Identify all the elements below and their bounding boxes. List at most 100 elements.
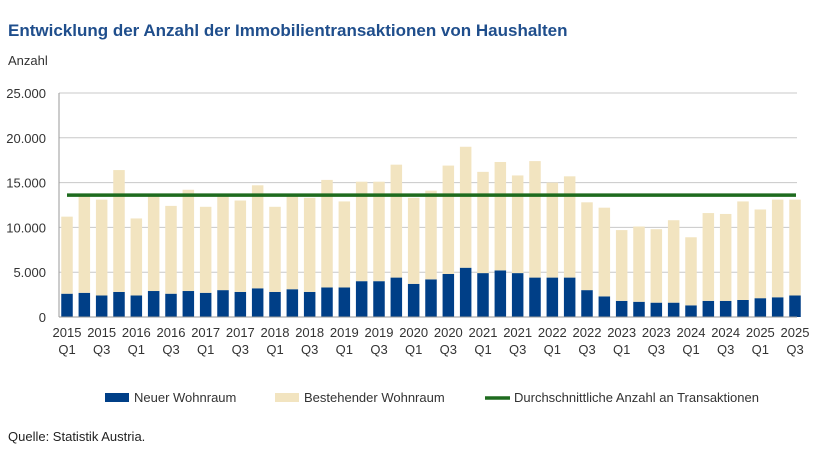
bar-bestehender-wohnraum bbox=[459, 146, 472, 268]
x-tick-label: Q3 bbox=[786, 342, 803, 357]
bar-neuer-wohnraum bbox=[598, 296, 611, 317]
bar-neuer-wohnraum bbox=[303, 291, 316, 317]
x-tick-label: 2016 bbox=[122, 325, 151, 340]
x-tick-label: 2016 bbox=[157, 325, 186, 340]
bar-bestehender-wohnraum bbox=[789, 199, 801, 296]
bar-bestehender-wohnraum bbox=[355, 181, 368, 282]
x-tick-label: Q3 bbox=[440, 342, 457, 357]
bar-neuer-wohnraum bbox=[61, 293, 73, 317]
y-tick-label: 25.000 bbox=[6, 86, 46, 101]
legend-label: Bestehender Wohnraum bbox=[304, 390, 445, 405]
y-tick-label: 10.000 bbox=[6, 220, 46, 235]
bar-neuer-wohnraum bbox=[789, 295, 801, 317]
x-tick-label: Q3 bbox=[717, 342, 734, 357]
bar-bestehender-wohnraum bbox=[182, 189, 195, 292]
chart-title: Entwicklung der Anzahl der Immobilientra… bbox=[8, 21, 568, 40]
x-tick-label: Q3 bbox=[370, 342, 387, 357]
bar-bestehender-wohnraum bbox=[771, 199, 784, 298]
bar-bestehender-wohnraum bbox=[754, 209, 767, 299]
bar-neuer-wohnraum bbox=[199, 292, 212, 317]
x-tick-label: 2018 bbox=[295, 325, 324, 340]
x-tick-label: 2015 bbox=[53, 325, 82, 340]
x-tick-label: 2025 bbox=[746, 325, 775, 340]
x-tick-label: 2022 bbox=[573, 325, 602, 340]
bar-neuer-wohnraum bbox=[390, 277, 403, 317]
bar-neuer-wohnraum bbox=[581, 290, 593, 317]
bar-bestehender-wohnraum bbox=[581, 202, 593, 291]
bar-neuer-wohnraum bbox=[529, 277, 541, 317]
bar-bestehender-wohnraum bbox=[130, 218, 143, 296]
x-tick-label: 2020 bbox=[434, 325, 463, 340]
bar-neuer-wohnraum bbox=[737, 299, 749, 317]
bar-neuer-wohnraum bbox=[771, 297, 784, 317]
bar-neuer-wohnraum bbox=[130, 295, 143, 317]
bar-bestehender-wohnraum bbox=[685, 237, 697, 306]
x-tick-label: 2019 bbox=[330, 325, 359, 340]
y-axis-label: Anzahl bbox=[8, 53, 48, 68]
bar-bestehender-wohnraum bbox=[165, 205, 177, 294]
x-tick-label: 2020 bbox=[399, 325, 428, 340]
legend-swatch-bestehender-wohnraum bbox=[275, 393, 299, 402]
bar-neuer-wohnraum bbox=[321, 287, 333, 317]
bar-neuer-wohnraum bbox=[269, 291, 281, 317]
x-tick-label: 2025 bbox=[781, 325, 810, 340]
bar-neuer-wohnraum bbox=[477, 273, 489, 317]
bar-bestehender-wohnraum bbox=[199, 206, 212, 293]
bar-neuer-wohnraum bbox=[459, 267, 472, 317]
x-tick-label: 2023 bbox=[607, 325, 636, 340]
bar-bestehender-wohnraum bbox=[234, 200, 247, 292]
bar-bestehender-wohnraum bbox=[511, 175, 524, 274]
bar-neuer-wohnraum bbox=[147, 291, 160, 317]
bar-bestehender-wohnraum bbox=[147, 196, 160, 292]
bar-neuer-wohnraum bbox=[407, 283, 420, 317]
x-tick-label: 2015 bbox=[87, 325, 116, 340]
bar-bestehender-wohnraum bbox=[667, 220, 680, 303]
bar-bestehender-wohnraum bbox=[737, 201, 749, 300]
x-tick-label: 2023 bbox=[642, 325, 671, 340]
x-tick-label: Q1 bbox=[58, 342, 75, 357]
bar-neuer-wohnraum bbox=[615, 300, 628, 317]
bar-bestehender-wohnraum bbox=[338, 201, 351, 288]
x-tick-label: Q3 bbox=[509, 342, 526, 357]
y-tick-label: 0 bbox=[39, 310, 46, 325]
bar-bestehender-wohnraum bbox=[95, 199, 108, 296]
bar-bestehender-wohnraum bbox=[494, 161, 507, 271]
x-tick-label: Q3 bbox=[648, 342, 665, 357]
bar-neuer-wohnraum bbox=[425, 279, 437, 317]
x-tick-label: Q1 bbox=[128, 342, 145, 357]
bar-bestehender-wohnraum bbox=[477, 171, 489, 274]
bar-bestehender-wohnraum bbox=[702, 213, 715, 301]
x-tick-label: 2022 bbox=[538, 325, 567, 340]
bar-neuer-wohnraum bbox=[702, 300, 715, 317]
legend-swatch-neuer-wohnraum bbox=[105, 393, 129, 402]
bar-neuer-wohnraum bbox=[78, 292, 91, 317]
bar-neuer-wohnraum bbox=[546, 277, 559, 317]
bar-bestehender-wohnraum bbox=[61, 216, 73, 294]
x-tick-label: Q1 bbox=[752, 342, 769, 357]
y-tick-label: 5.000 bbox=[13, 265, 46, 280]
bar-bestehender-wohnraum bbox=[113, 170, 125, 292]
y-tick-label: 20.000 bbox=[6, 131, 46, 146]
legend-label: Durchschnittliche Anzahl an Transaktione… bbox=[514, 390, 759, 405]
x-tick-label: Q1 bbox=[682, 342, 699, 357]
bar-neuer-wohnraum bbox=[563, 277, 576, 317]
bar-bestehender-wohnraum bbox=[563, 176, 576, 278]
bar-neuer-wohnraum bbox=[234, 291, 247, 317]
x-tick-label: Q1 bbox=[474, 342, 491, 357]
x-tick-label: Q3 bbox=[232, 342, 249, 357]
bar-neuer-wohnraum bbox=[754, 298, 767, 317]
bar-neuer-wohnraum bbox=[355, 281, 368, 317]
x-tick-label: Q3 bbox=[578, 342, 595, 357]
x-tick-label: Q3 bbox=[162, 342, 179, 357]
bar-neuer-wohnraum bbox=[373, 281, 385, 317]
x-tick-label: 2017 bbox=[226, 325, 255, 340]
bar-neuer-wohnraum bbox=[685, 305, 697, 317]
source-note: Quelle: Statistik Austria. bbox=[8, 429, 146, 444]
bar-neuer-wohnraum bbox=[338, 287, 351, 317]
bar-bestehender-wohnraum bbox=[407, 197, 420, 284]
x-tick-label: 2019 bbox=[365, 325, 394, 340]
bar-neuer-wohnraum bbox=[113, 291, 125, 317]
bar-neuer-wohnraum bbox=[251, 288, 264, 317]
x-tick-label: Q1 bbox=[336, 342, 353, 357]
